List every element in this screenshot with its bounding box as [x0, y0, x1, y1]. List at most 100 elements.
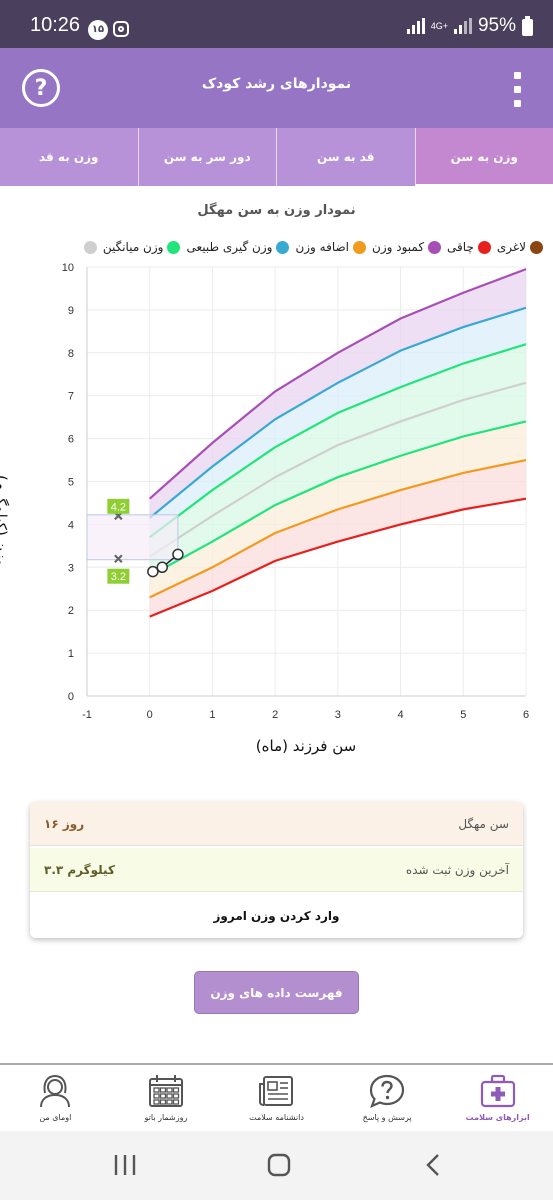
- series-line-blue: [149, 306, 527, 519]
- child-weight-point: [156, 561, 169, 574]
- notification-badge: ۱۵: [88, 20, 108, 40]
- band-orange-red: [149, 460, 526, 617]
- band-grey-green_low: [149, 382, 526, 576]
- legend-item-underweight-severe[interactable]: لاغری: [497, 240, 543, 254]
- legend-item-underweight[interactable]: کمبود وزن: [372, 240, 442, 254]
- age-label: سن مهگل: [458, 817, 509, 831]
- band-purple-blue: [149, 269, 526, 518]
- profile-icon: [40, 1074, 71, 1108]
- legend-label: کمبود وزن: [372, 240, 425, 254]
- y-tick-label: 3: [68, 562, 74, 574]
- wifi-signal-icon: [406, 18, 425, 34]
- tab-weight-for-height[interactable]: وزن به قد: [0, 128, 138, 186]
- legend-dot: [477, 240, 491, 254]
- range-high-label: 4.2: [111, 501, 126, 513]
- cell-signal-icon: [453, 18, 472, 34]
- home-icon[interactable]: [265, 1151, 293, 1179]
- legend-item-obese[interactable]: چاقی: [447, 240, 491, 254]
- battery-icon: [522, 16, 533, 36]
- x-tick-label: -1: [82, 709, 92, 721]
- page-title: نمودارهای رشد کودک: [201, 76, 352, 92]
- x-tick-label: 2: [272, 709, 278, 721]
- newspaper-icon: [258, 1076, 293, 1106]
- legend-label: چاقی: [447, 240, 474, 254]
- y-tick-label: 10: [62, 262, 74, 274]
- recent-apps-icon[interactable]: [113, 1151, 137, 1179]
- nav-label: اومای من: [39, 1113, 72, 1122]
- child-weight-point: [147, 565, 159, 578]
- network-type: 4G+: [430, 20, 448, 31]
- x-axis-label: سن فرزند (ماه): [256, 737, 356, 755]
- age-row: سن مهگل ۱۶ روز: [30, 802, 523, 846]
- series-line-orange: [149, 458, 527, 599]
- info-card: سن مهگل ۱۶ روز آخرین وزن ثبت شده ۳.۳ کیل…: [30, 802, 523, 938]
- nav-label: دانشنامه سلامت: [249, 1113, 304, 1122]
- help-button[interactable]: ?: [22, 69, 60, 107]
- y-tick-label: 6: [68, 434, 74, 446]
- target-range-box: [86, 514, 179, 561]
- band-green_top-grey: [149, 344, 526, 557]
- legend-label: اضافه وزن: [295, 240, 350, 254]
- y-tick-label: 7: [68, 391, 74, 403]
- legend-dot: [428, 240, 442, 254]
- legend-dot: [83, 240, 97, 254]
- last-weight-value: ۳.۳ کیلوگرم: [44, 863, 115, 877]
- y-tick-label: 0: [68, 691, 74, 703]
- child-weight-point: [172, 548, 184, 561]
- legend-item-overweight[interactable]: اضافه وزن: [295, 240, 367, 254]
- nav-label: ابزارهای سلامت: [465, 1113, 530, 1122]
- weight-for-age-chart: 0 1 2 3 4 5 6 7 8 9 10 -1 0 1 2 3 4 5 6 سن فرزند (ماه) 4.2 3.…: [62, 262, 529, 755]
- nav-label: روزشمار باتو: [144, 1113, 188, 1122]
- series-line-purple: [148, 268, 527, 500]
- weight-data-list-button[interactable]: فهرست داده های وزن مهگل: [194, 971, 359, 1043]
- tab-head-circumference-for-age[interactable]: دور سر به سن: [137, 128, 276, 186]
- y-tick-label: 4: [68, 519, 74, 531]
- y-tick-label: 8: [68, 348, 74, 360]
- series-line-green_top: [149, 343, 527, 539]
- series-line-grey: [149, 381, 527, 558]
- nav-item-health-encyclopedia[interactable]: دانشنامه سلامت: [221, 1065, 332, 1131]
- tab-weight-for-age[interactable]: وزن به سن: [414, 128, 553, 186]
- app-bar: ? نمودارهای رشد کودک: [0, 48, 553, 128]
- nav-item-my-profile[interactable]: اومای من: [0, 1065, 111, 1131]
- calendar-icon: [148, 1075, 183, 1107]
- x-tick-label: 5: [460, 709, 466, 721]
- range-low-marker: [114, 554, 123, 563]
- bottom-nav: ابزارهای سلامت پرسش و پاسخ دانشنامه سلام…: [0, 1063, 553, 1131]
- x-tick-label: 1: [209, 709, 215, 721]
- last-weight-label: آخرین وزن ثبت شده: [405, 863, 509, 877]
- x-tick-label: 3: [335, 709, 341, 721]
- series-line-red: [149, 497, 527, 618]
- medical-kit-icon: [480, 1074, 515, 1108]
- last-weight-row: آخرین وزن ثبت شده ۳.۳ کیلوگرم: [30, 848, 523, 892]
- nav-item-questions-answers[interactable]: پرسش و پاسخ: [332, 1065, 443, 1131]
- instagram-icon: [113, 21, 129, 37]
- more-menu-button[interactable]: [508, 72, 528, 108]
- range-low-badge: [107, 568, 130, 584]
- nav-item-day-counter[interactable]: روزشمار باتو: [111, 1065, 222, 1131]
- enter-today-weight-button[interactable]: وارد کردن وزن امروز: [30, 894, 523, 938]
- status-time: 10:26: [30, 14, 81, 36]
- range-high-badge: [107, 498, 130, 514]
- legend-item-grey[interactable]: [83, 240, 97, 254]
- range-low-label: 3.2: [111, 571, 126, 583]
- chart-legend: لاغری چاقی کمبود وزن اضافه وزن وزن گیری …: [10, 236, 543, 258]
- back-icon[interactable]: [422, 1151, 446, 1179]
- y-tick-label: 2: [68, 605, 74, 617]
- battery-percent: 95%: [477, 15, 516, 36]
- band-blue-green_top: [149, 307, 526, 538]
- x-tick-label: 6: [523, 709, 529, 721]
- legend-item-average-weight[interactable]: وزن میانگین: [103, 240, 181, 254]
- nav-item-health-tools[interactable]: ابزارهای سلامت: [442, 1065, 553, 1131]
- y-tick-label: 9: [68, 305, 74, 317]
- y-tick-label: 5: [68, 477, 74, 489]
- chart-title: نمودار وزن به سن مهگل: [197, 203, 356, 218]
- legend-label: لاغری: [496, 240, 526, 254]
- series-line-green_low: [149, 420, 527, 577]
- y-axis-label: وزن (کیلوگرم): [0, 475, 10, 567]
- legend-item-normal-gain[interactable]: وزن گیری طبیعی: [186, 240, 290, 254]
- nav-label: پرسش و پاسخ: [362, 1113, 412, 1122]
- status-bar: 10:26 ۱۵ 4G+ 95%: [0, 0, 553, 48]
- chart-tabs: وزن به سن قد به سن دور سر به سن وزن به ق…: [0, 128, 553, 186]
- tab-height-for-age[interactable]: قد به سن: [276, 128, 415, 186]
